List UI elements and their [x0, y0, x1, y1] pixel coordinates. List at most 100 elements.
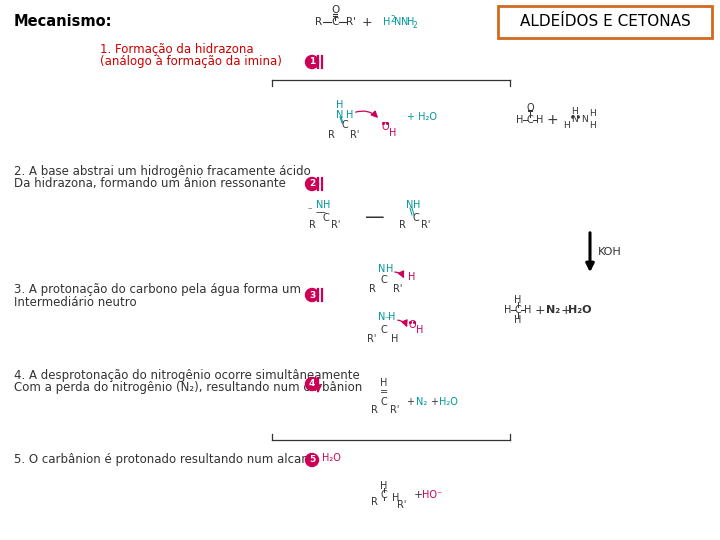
Text: H: H	[536, 115, 544, 125]
Text: 2: 2	[309, 179, 315, 188]
Text: H₂O: H₂O	[322, 453, 341, 463]
Text: Com a perda do nitrogênio (N₂), resultando num carbânion: Com a perda do nitrogênio (N₂), resultan…	[14, 381, 362, 394]
Text: HO⁻: HO⁻	[422, 490, 442, 500]
Text: Mecanismo:: Mecanismo:	[14, 15, 112, 30]
Text: H: H	[390, 128, 397, 138]
Text: H: H	[408, 17, 415, 27]
Text: ALDEÍDOS E CETONAS: ALDEÍDOS E CETONAS	[520, 15, 690, 30]
Text: C: C	[413, 213, 419, 223]
Circle shape	[305, 288, 318, 301]
Text: 5. O carbânion é protonado resultando num alcano: 5. O carbânion é protonado resultando nu…	[14, 454, 316, 467]
Text: H: H	[380, 481, 387, 491]
Text: N: N	[395, 17, 402, 27]
Text: H: H	[416, 325, 423, 335]
Text: H: H	[413, 200, 420, 210]
Text: R: R	[369, 284, 375, 294]
Text: H: H	[572, 106, 578, 116]
Text: KOH: KOH	[598, 247, 622, 257]
Text: H: H	[408, 272, 415, 282]
Text: R: R	[328, 130, 334, 140]
Text: R: R	[399, 220, 405, 230]
Text: H: H	[383, 17, 391, 27]
Text: H: H	[514, 315, 522, 325]
Text: H: H	[514, 295, 522, 305]
Text: R': R'	[421, 220, 431, 230]
Text: R': R'	[367, 334, 377, 344]
Text: —: —	[315, 207, 325, 217]
Text: C: C	[526, 115, 534, 125]
Text: N₂: N₂	[546, 305, 560, 315]
Text: R': R'	[331, 220, 341, 230]
Text: 2: 2	[413, 21, 418, 30]
Text: R: R	[309, 220, 315, 230]
Text: +: +	[546, 113, 558, 127]
Text: O: O	[408, 320, 416, 330]
Text: C: C	[515, 305, 521, 315]
Text: (análogo à formação da imina): (análogo à formação da imina)	[100, 56, 282, 69]
Text: H: H	[590, 122, 596, 131]
Text: H₂O: H₂O	[438, 397, 457, 407]
Text: C: C	[323, 213, 329, 223]
Text: O: O	[381, 122, 389, 132]
Text: N: N	[336, 110, 343, 120]
Text: —: —	[365, 208, 384, 227]
Text: H: H	[524, 305, 531, 315]
Text: H: H	[564, 122, 570, 131]
Text: + H₂O: + H₂O	[407, 112, 437, 122]
Text: N: N	[582, 116, 588, 125]
Text: H: H	[387, 264, 394, 274]
Text: R': R'	[393, 284, 402, 294]
Text: Intermediário neutro: Intermediário neutro	[14, 295, 137, 308]
FancyBboxPatch shape	[498, 6, 712, 38]
Text: 4. A desprotonação do nitrogênio ocorre simultâneamente: 4. A desprotonação do nitrogênio ocorre …	[14, 368, 360, 381]
Text: H: H	[392, 493, 400, 503]
Text: +: +	[406, 397, 414, 407]
Text: N: N	[401, 17, 409, 27]
Text: =: =	[380, 387, 388, 397]
Text: H: H	[388, 312, 396, 322]
Text: R: R	[315, 17, 323, 27]
Text: N: N	[572, 116, 578, 125]
Circle shape	[305, 454, 318, 467]
Circle shape	[305, 56, 318, 69]
Text: O: O	[526, 103, 534, 113]
Text: H: H	[346, 110, 354, 120]
Text: C: C	[381, 325, 387, 335]
Text: 3. A protonação do carbono pela água forma um: 3. A protonação do carbono pela água for…	[14, 284, 301, 296]
Text: +: +	[430, 397, 438, 407]
Text: H: H	[391, 334, 399, 344]
Text: 1. Formação da hidrazona: 1. Formação da hidrazona	[100, 44, 253, 57]
Text: R': R'	[397, 500, 407, 510]
Text: H: H	[380, 378, 387, 388]
Text: R': R'	[351, 130, 360, 140]
Text: C: C	[381, 275, 387, 285]
Text: +: +	[361, 16, 372, 29]
Text: 1: 1	[309, 57, 315, 66]
Text: +: +	[561, 303, 571, 316]
Text: 2: 2	[391, 15, 395, 24]
Text: C: C	[331, 17, 338, 27]
Text: C: C	[381, 397, 387, 407]
Text: H₂O: H₂O	[568, 305, 592, 315]
Text: H: H	[516, 115, 523, 125]
Text: —: —	[384, 314, 392, 320]
Text: R: R	[371, 497, 377, 507]
Circle shape	[305, 178, 318, 191]
Text: H: H	[323, 200, 330, 210]
Text: N: N	[406, 200, 414, 210]
Text: +: +	[535, 303, 545, 316]
Text: N: N	[316, 200, 324, 210]
Text: R': R'	[346, 17, 356, 27]
Circle shape	[305, 377, 318, 390]
Text: H: H	[590, 110, 596, 118]
Text: H: H	[504, 305, 512, 315]
Text: H: H	[336, 100, 343, 110]
Text: Da hidrazona, formando um ânion ressonante: Da hidrazona, formando um ânion ressonan…	[14, 178, 286, 191]
Text: C: C	[341, 120, 348, 130]
Text: N: N	[378, 312, 386, 322]
Text: R: R	[371, 405, 377, 415]
Text: 5: 5	[309, 456, 315, 464]
Text: 4: 4	[309, 380, 315, 388]
Text: C: C	[381, 490, 387, 500]
Text: N₂: N₂	[416, 397, 428, 407]
